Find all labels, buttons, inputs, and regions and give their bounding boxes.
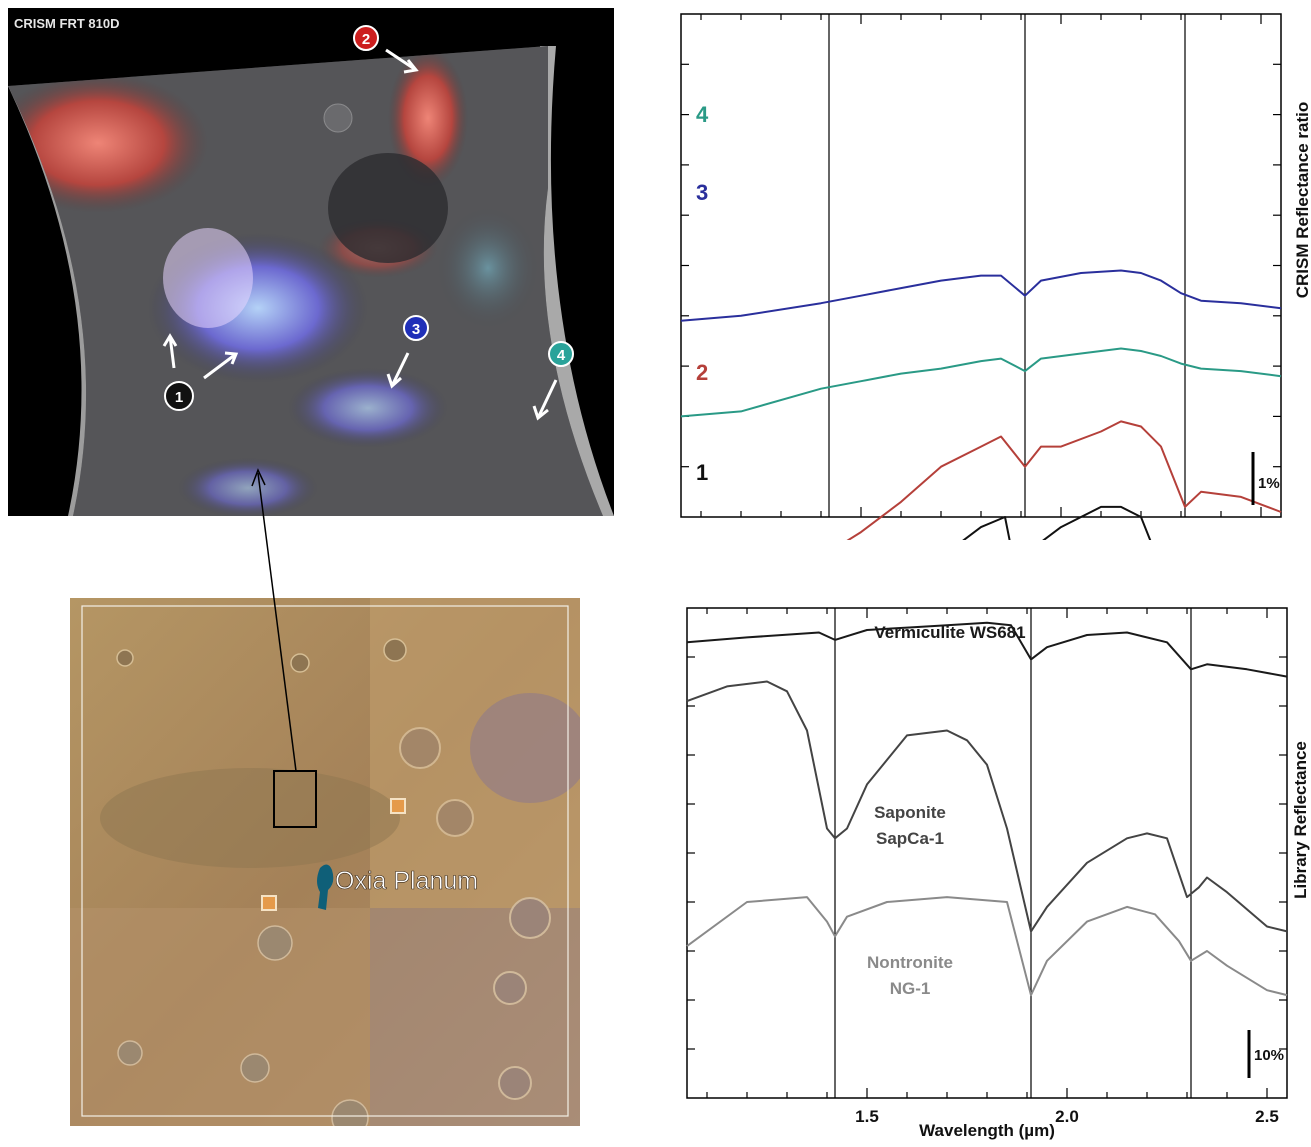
crism-image: CRISM FRT 810D 2 3 4 1	[8, 8, 614, 516]
svg-text:2: 2	[362, 31, 370, 48]
series-line	[686, 621, 1288, 678]
x-tick-label: 1.5	[855, 1107, 879, 1126]
marker-4: 4	[532, 341, 574, 421]
red-unit-ne	[388, 48, 468, 188]
series-group	[680, 269, 1282, 880]
plot-frame	[686, 607, 1288, 1099]
series-label: SapCa-1	[876, 829, 944, 848]
library-spectra-plot: Vermiculite WS681 Saponite SapCa-1 Nontroni…	[686, 607, 1310, 1140]
series-line	[680, 347, 1282, 418]
series-labels: Vermiculite WS681 Saponite SapCa-1 Nontroni…	[867, 623, 1026, 998]
large-crater	[470, 693, 590, 803]
library-spectra-chart: Vermiculite WS681 Saponite SapCa-1 Nontroni…	[620, 590, 1311, 1142]
crism-image-panel: CRISM FRT 810D 2 3 4 1	[8, 8, 614, 516]
series-line	[686, 896, 1288, 997]
x-tick-labels: 1.5 2.0 2.5	[855, 1107, 1279, 1126]
series-label: Vermiculite WS681	[874, 623, 1025, 642]
series-label: NG-1	[890, 979, 931, 998]
plot-frame	[680, 13, 1282, 518]
series-label: 4	[696, 102, 709, 127]
svg-text:4: 4	[557, 347, 566, 364]
series-label: Nontronite	[867, 953, 953, 972]
series-label: 3	[696, 180, 708, 205]
tick-marks	[681, 14, 1281, 517]
context-map: Oxia Planum	[70, 598, 590, 1137]
x-tick-label: 2.5	[1255, 1107, 1279, 1126]
series-label: 1	[696, 460, 708, 485]
site-marker-east	[390, 798, 406, 814]
dark-crater	[328, 153, 448, 263]
svg-text:3: 3	[412, 321, 420, 338]
y-axis-label: CRISM Reflectance ratio	[1293, 102, 1311, 299]
series-label: Saponite	[874, 803, 946, 822]
series-group	[686, 621, 1288, 997]
tick-marks	[687, 608, 1287, 1098]
vertical-lines	[834, 608, 1192, 1098]
crism-image-label: CRISM FRT 810D	[14, 16, 119, 31]
marker-2: 2	[353, 25, 419, 74]
x-tick-label: 2.0	[1055, 1107, 1079, 1126]
series-line	[686, 680, 1288, 933]
series-line	[680, 420, 1282, 644]
series-labels: 4 3 2 1	[696, 102, 709, 485]
map-outline	[81, 605, 569, 1117]
site-marker-west	[261, 895, 277, 911]
x-axis-label: Wavelength (µm)	[919, 1121, 1055, 1140]
svg-text:1: 1	[175, 389, 183, 406]
scale-bar-label: 10%	[1254, 1047, 1284, 1064]
crism-spectra-plot: 4 3 2 1 CRISM Reflectance ratio 1%	[680, 13, 1311, 880]
series-label: 2	[696, 360, 708, 385]
y-axis-label: Library Reflectance	[1291, 741, 1310, 899]
marker-3: 3	[386, 315, 429, 389]
series-line	[680, 269, 1282, 322]
place-label: Oxia Planum	[335, 867, 478, 895]
vertical-lines	[828, 14, 1186, 517]
crism-spectra-chart: 4 3 2 1 CRISM Reflectance ratio 1%	[620, 0, 1311, 880]
marker-1: 1	[162, 333, 239, 411]
scale-bar-label: 1%	[1258, 475, 1280, 492]
context-map-panel: Oxia Planum	[70, 598, 590, 1137]
landing-ellipse	[317, 864, 334, 910]
